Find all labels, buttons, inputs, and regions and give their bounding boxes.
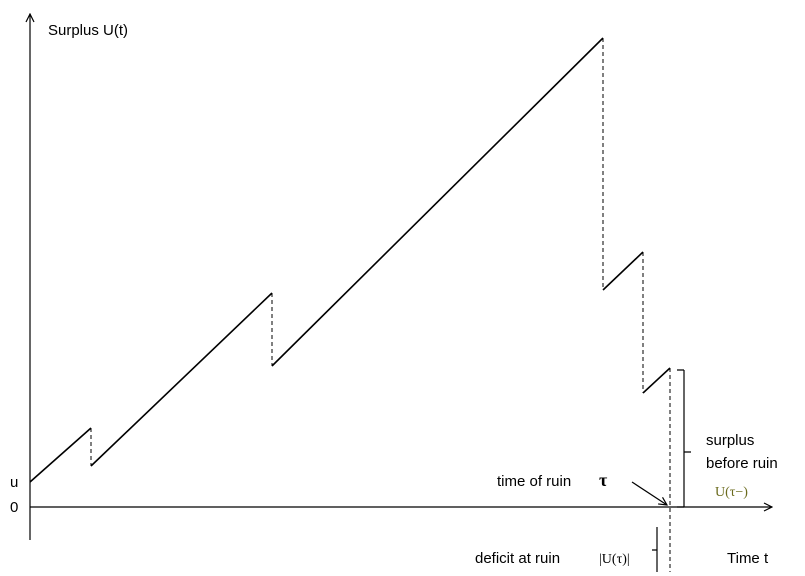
x-axis-label: Time t	[727, 550, 769, 567]
surplus-before-ruin-label-2: before ruin	[706, 455, 778, 472]
y-axis-label: Surplus U(t)	[48, 22, 128, 39]
y-tick-u: u	[10, 474, 18, 491]
deficit-at-ruin-label: deficit at ruin	[475, 550, 560, 567]
deficit-at-ruin-symbol: |U(τ)|	[599, 552, 630, 567]
y-tick-zero: 0	[10, 499, 18, 516]
deficit-bracket	[652, 527, 658, 572]
claim-jumps	[90, 38, 671, 572]
surplus-before-ruin-bracket	[677, 369, 691, 508]
time-of-ruin-arrow	[631, 481, 667, 505]
surplus-before-ruin-label-1: surplus	[706, 432, 754, 449]
tau-symbol: τ	[599, 470, 608, 490]
surplus-before-ruin-symbol: U(τ−)	[715, 485, 748, 500]
surplus-path	[29, 37, 671, 483]
time-of-ruin-label: time of ruin	[497, 473, 571, 490]
